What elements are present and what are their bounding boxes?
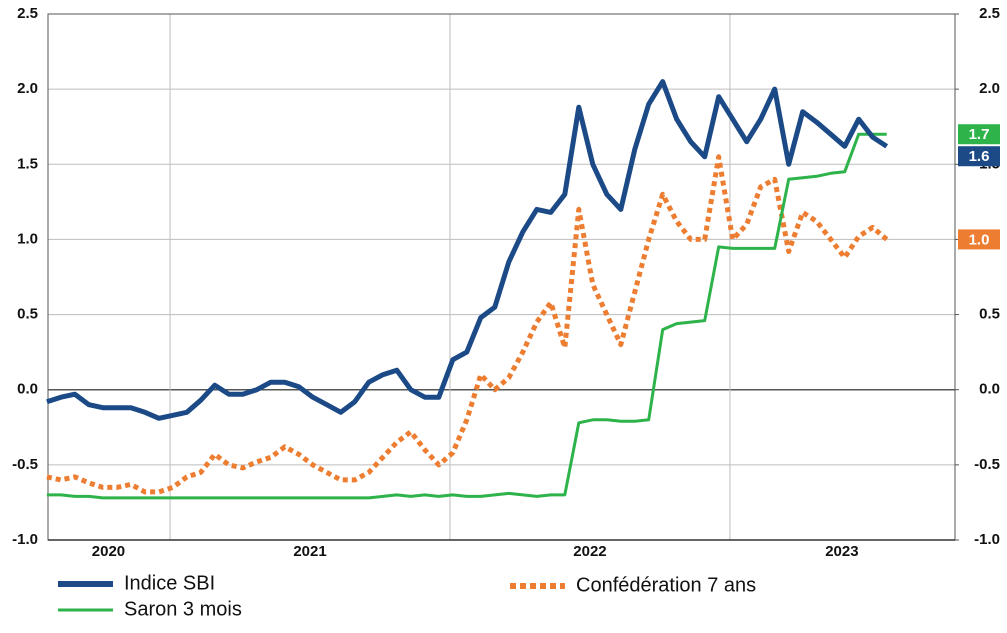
- legend-label: Indice SBI: [124, 572, 215, 594]
- series-line: [46, 79, 889, 421]
- plot-frame: [47, 13, 956, 541]
- series-line: [46, 132, 887, 500]
- series-line: [46, 154, 889, 495]
- legend-label: Confédération 7 ans: [576, 574, 756, 596]
- end-label-box: [958, 229, 1000, 250]
- end-label: 1.0: [969, 231, 990, 248]
- y2-tick-label: 0.5: [979, 306, 1000, 323]
- y2-tick-label: -0.5: [974, 456, 1000, 473]
- y-tick-label: -1.0: [12, 531, 38, 548]
- x-tick-label: 2023: [825, 543, 858, 560]
- y-tick-label: -0.5: [12, 456, 38, 473]
- y2-tick-label: -1.0: [974, 531, 1000, 548]
- y-tick-label: 2.5: [17, 5, 38, 22]
- y2-tick-label: 0.0: [979, 381, 1000, 398]
- x-tick-label: 2022: [573, 543, 606, 560]
- end-label: 1.6: [969, 148, 990, 165]
- end-label: 1.7: [969, 126, 990, 143]
- end-label-box: [958, 146, 1000, 167]
- y-tick-label: 1.0: [17, 230, 38, 247]
- y-tick-label: 1.5: [17, 155, 38, 172]
- end-label-box: [958, 124, 1000, 145]
- y-tick-label: 0.5: [17, 306, 38, 323]
- y-tick-label: 0.0: [17, 381, 38, 398]
- y-tick-label: 2.0: [17, 80, 38, 97]
- x-tick-label: 2021: [293, 543, 326, 560]
- y2-tick-label: 2.5: [979, 5, 1000, 22]
- legend-label: Saron 3 mois: [124, 598, 242, 620]
- x-tick-label: 2020: [92, 543, 125, 560]
- y2-tick-label: 2.0: [979, 80, 1000, 97]
